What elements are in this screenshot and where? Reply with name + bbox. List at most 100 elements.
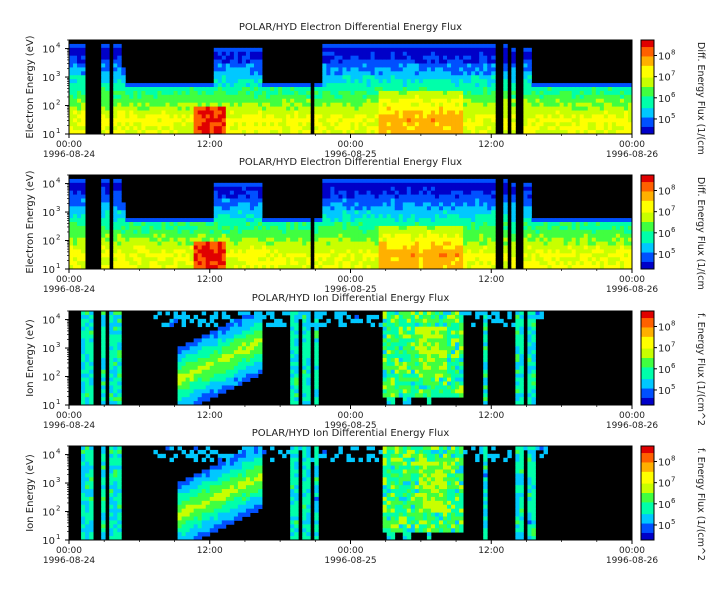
heatmap-cell: [137, 265, 142, 270]
heatmap-cell: [366, 206, 372, 211]
heatmap-cell: [326, 261, 331, 266]
heatmap-cell: [278, 94, 283, 100]
heatmap-cell: [479, 245, 484, 250]
heatmap-cell: [85, 381, 90, 386]
heatmap-cell: [539, 122, 544, 127]
heatmap-cell: [611, 222, 617, 227]
heatmap-cell: [326, 110, 331, 115]
heatmap-cell: [571, 249, 577, 254]
heatmap-cell: [579, 98, 585, 104]
heatmap-cell: [551, 257, 556, 262]
heatmap-cell: [334, 90, 339, 96]
heatmap-cell: [479, 126, 484, 131]
heatmap-cell: [471, 178, 476, 184]
heatmap-cell: [615, 94, 621, 100]
heatmap-cell: [173, 110, 178, 115]
heatmap-cell: [125, 102, 130, 107]
colorbar-swatch: [641, 193, 654, 197]
heatmap-cell: [358, 229, 363, 235]
heatmap-cell: [185, 94, 191, 100]
heatmap-cell: [137, 225, 142, 231]
heatmap-cell: [258, 75, 263, 80]
heatmap-cell: [394, 233, 400, 239]
heatmap-cell: [410, 102, 416, 107]
heatmap-cell: [430, 122, 436, 127]
heatmap-cell: [426, 241, 432, 246]
heatmap-cell: [386, 110, 392, 115]
heatmap-cell: [623, 265, 629, 270]
heatmap-cell: [322, 233, 327, 239]
heatmap-cell: [479, 75, 484, 80]
heatmap-cell: [237, 225, 243, 231]
heatmap-cell: [587, 241, 593, 246]
heatmap-cell: [241, 218, 247, 223]
heatmap-cell: [113, 75, 118, 80]
heatmap-cell: [563, 249, 569, 254]
heatmap-cell: [141, 257, 146, 262]
heatmap-cell: [527, 102, 532, 107]
heatmap-cell: [258, 186, 263, 192]
heatmap-cell: [382, 75, 388, 80]
heatmap-cell: [463, 178, 468, 184]
heatmap-cell: [326, 43, 331, 49]
heatmap-cell: [274, 118, 279, 123]
heatmap-cell: [447, 90, 452, 96]
heatmap-cell: [571, 225, 577, 231]
heatmap-cell: [133, 265, 138, 270]
heatmap-cell: [535, 237, 540, 242]
heatmap-cell: [471, 222, 476, 227]
heatmap-cell: [145, 110, 150, 115]
heatmap-cell: [463, 71, 468, 76]
heatmap-cell: [141, 114, 146, 119]
heatmap-cell: [463, 249, 468, 254]
heatmap-cell: [149, 257, 154, 262]
heatmap-cell: [342, 229, 347, 235]
heatmap-cell: [237, 63, 243, 68]
heatmap-cell: [290, 110, 295, 115]
heatmap-cell: [539, 261, 544, 266]
heatmap-cell: [350, 51, 355, 57]
heatmap-cell: [322, 87, 327, 92]
heatmap-cell: [455, 198, 460, 203]
heatmap-cell: [137, 106, 142, 111]
heatmap-cell: [627, 218, 633, 223]
heatmap-cell: [511, 229, 516, 235]
heatmap-cell: [467, 182, 472, 188]
heatmap-cell: [523, 257, 528, 262]
heatmap-cell: [447, 261, 452, 266]
heatmap-cell: [193, 257, 199, 262]
heatmap-cell: [334, 202, 339, 207]
heatmap-cell: [491, 178, 496, 184]
heatmap-cell: [334, 237, 339, 242]
heatmap-cell: [471, 71, 476, 76]
heatmap-cell: [378, 75, 384, 80]
heatmap-cell: [535, 98, 540, 104]
heatmap-cell: [487, 198, 492, 203]
heatmap-cell: [121, 110, 126, 115]
heatmap-cell: [370, 130, 376, 135]
heatmap-cell: [483, 106, 488, 111]
heatmap-cell: [370, 106, 376, 111]
heatmap-cell: [181, 87, 187, 92]
heatmap-cell: [370, 43, 376, 49]
heatmap-cell: [105, 218, 110, 223]
heatmap-cell: [77, 241, 82, 246]
heatmap-cell: [334, 114, 339, 119]
heatmap-cell: [338, 186, 343, 192]
heatmap-cell: [290, 114, 295, 119]
heatmap-cell: [241, 182, 247, 188]
heatmap-cell: [599, 102, 605, 107]
heatmap-cell: [390, 229, 396, 235]
heatmap-cell: [342, 87, 347, 92]
heatmap-cell: [471, 237, 476, 242]
heatmap-cell: [322, 83, 327, 88]
heatmap-cell: [571, 229, 577, 235]
heatmap-cell: [298, 241, 303, 246]
heatmap-cell: [217, 198, 223, 203]
heatmap-cell: [253, 83, 259, 88]
heatmap-cell: [611, 94, 617, 100]
colorbar-swatch: [641, 91, 654, 95]
heatmap-cell: [599, 106, 605, 111]
heatmap-cell: [503, 75, 508, 80]
heatmap-cell: [603, 229, 609, 235]
